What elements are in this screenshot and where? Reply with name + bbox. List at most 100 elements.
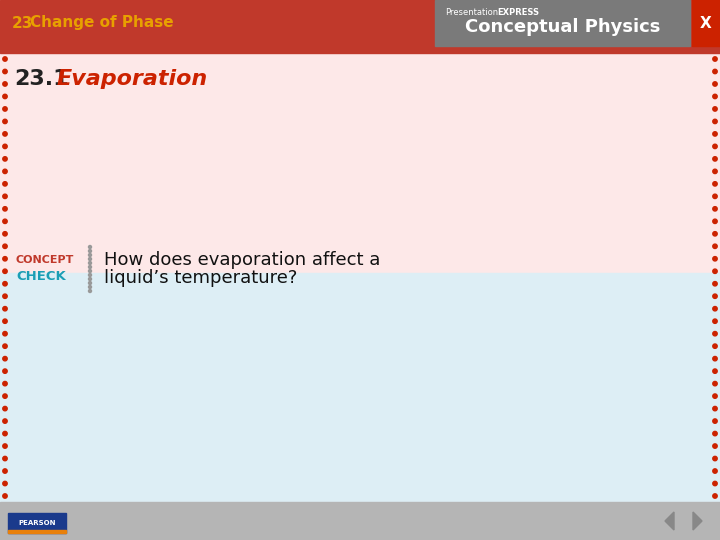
Circle shape [713,194,717,199]
Text: CONCEPT: CONCEPT [16,255,74,265]
Circle shape [3,181,7,186]
Circle shape [713,207,717,211]
Circle shape [713,332,717,336]
Circle shape [713,431,717,436]
Polygon shape [693,512,702,530]
Circle shape [89,249,91,253]
Circle shape [89,258,91,260]
Circle shape [713,256,717,261]
Circle shape [3,244,7,248]
Circle shape [713,169,717,173]
Bar [8,530,66,533]
Circle shape [89,253,91,256]
Text: CHECK: CHECK [16,269,66,282]
Circle shape [3,481,7,485]
Bar [0,46,720,53]
Circle shape [3,394,7,399]
Circle shape [3,332,7,336]
Text: Evaporation: Evaporation [57,69,208,89]
Circle shape [3,256,7,261]
Circle shape [89,261,91,265]
Circle shape [3,157,7,161]
Circle shape [3,319,7,323]
Circle shape [3,494,7,498]
Circle shape [713,444,717,448]
Bar [0,273,720,502]
Circle shape [713,369,717,373]
Circle shape [89,273,91,276]
Circle shape [3,407,7,411]
Bar [0,502,720,540]
Circle shape [713,269,717,273]
Circle shape [89,269,91,273]
Circle shape [713,244,717,248]
Bar [692,0,720,46]
Circle shape [713,394,717,399]
Circle shape [713,469,717,473]
Text: Presentation: Presentation [445,8,498,17]
Circle shape [3,57,7,61]
Circle shape [3,169,7,173]
Circle shape [3,431,7,436]
Circle shape [713,119,717,124]
Circle shape [3,269,7,273]
Circle shape [713,319,717,323]
Text: 23.1: 23.1 [14,69,68,89]
Circle shape [713,94,717,99]
Text: 23: 23 [12,16,33,30]
Bar [435,0,690,46]
Circle shape [713,82,717,86]
Circle shape [3,132,7,136]
Circle shape [89,246,91,248]
Text: Conceptual Physics: Conceptual Physics [465,18,660,36]
Circle shape [3,207,7,211]
Text: Change of Phase: Change of Phase [30,16,174,30]
Circle shape [3,82,7,86]
Circle shape [3,469,7,473]
Circle shape [3,144,7,148]
Circle shape [3,281,7,286]
Circle shape [713,356,717,361]
Circle shape [713,307,717,311]
Circle shape [713,144,717,148]
Circle shape [89,278,91,280]
Circle shape [3,119,7,124]
Bar [8,513,66,533]
Circle shape [3,381,7,386]
Circle shape [713,456,717,461]
Circle shape [3,307,7,311]
Circle shape [3,419,7,423]
Circle shape [3,294,7,299]
Circle shape [3,94,7,99]
Circle shape [3,444,7,448]
Circle shape [3,69,7,73]
Circle shape [89,289,91,293]
Circle shape [713,157,717,161]
Circle shape [713,344,717,348]
Circle shape [713,419,717,423]
Circle shape [713,281,717,286]
Circle shape [3,219,7,224]
Circle shape [713,69,717,73]
Circle shape [713,181,717,186]
Circle shape [713,57,717,61]
Circle shape [713,232,717,236]
Circle shape [3,344,7,348]
Polygon shape [665,512,674,530]
Circle shape [3,232,7,236]
Circle shape [3,356,7,361]
Circle shape [3,194,7,199]
Circle shape [713,381,717,386]
Circle shape [89,286,91,288]
Circle shape [713,294,717,299]
Circle shape [713,132,717,136]
Circle shape [713,481,717,485]
Bar [0,0,720,46]
Text: How does evaporation affect a: How does evaporation affect a [104,251,380,269]
Circle shape [713,407,717,411]
Text: EXPRESS: EXPRESS [497,8,539,17]
Circle shape [3,369,7,373]
Circle shape [89,266,91,268]
Circle shape [713,107,717,111]
Circle shape [713,494,717,498]
